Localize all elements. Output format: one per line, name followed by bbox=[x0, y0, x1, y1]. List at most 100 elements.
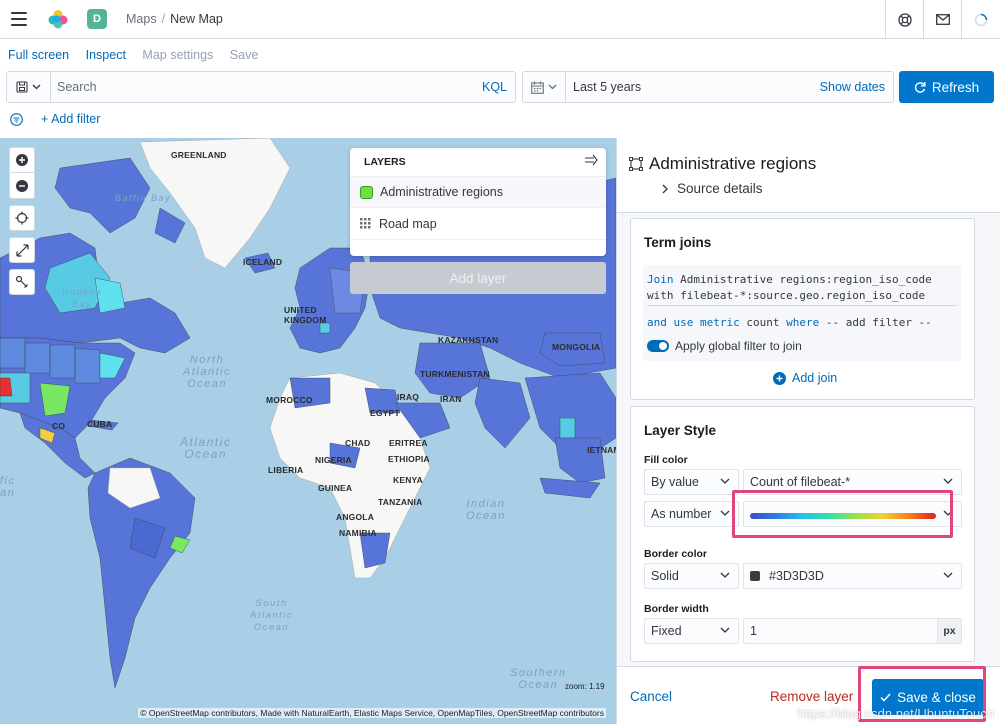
layer-item-road-map[interactable]: Road map bbox=[350, 208, 606, 240]
grid-icon bbox=[360, 218, 371, 229]
save-link[interactable]: Save bbox=[229, 48, 259, 62]
with-keyword: with bbox=[647, 289, 674, 302]
breadcrumb-maps[interactable]: Maps bbox=[126, 12, 157, 26]
help-button[interactable] bbox=[885, 0, 923, 39]
elastic-logo-icon[interactable] bbox=[48, 9, 68, 29]
full-screen-link[interactable]: Full screen bbox=[8, 48, 70, 62]
draw-tools-button[interactable] bbox=[9, 269, 35, 295]
label-iraq: IRAQ bbox=[397, 392, 420, 402]
mail-icon bbox=[935, 14, 950, 25]
border-color-label: Border color bbox=[644, 548, 708, 560]
metric-value[interactable]: count bbox=[746, 316, 780, 329]
fill-as-select[interactable]: As number bbox=[644, 501, 739, 527]
border-color-picker[interactable]: #3D3D3D bbox=[743, 563, 962, 589]
apply-global-filter-switch[interactable] bbox=[647, 340, 669, 352]
add-layer-button[interactable]: Add layer bbox=[350, 262, 606, 294]
app-header: D Maps / New Map bbox=[0, 0, 1000, 39]
fill-mode-select[interactable]: By value bbox=[644, 469, 739, 495]
chevron-down-icon bbox=[548, 84, 557, 90]
wrench-icon bbox=[15, 275, 28, 288]
layers-panel: LAYERS Administrative regions Road map bbox=[350, 148, 606, 256]
layer-item-administrative-regions[interactable]: Administrative regions bbox=[350, 176, 606, 208]
refresh-label: Refresh bbox=[931, 79, 980, 95]
chevron-right-icon[interactable] bbox=[662, 184, 669, 194]
label-kazakhstan: KAZAKHSTAN bbox=[438, 335, 499, 345]
layer-style-card: Layer Style Fill color By value Count of… bbox=[630, 406, 975, 662]
details-title: Administrative regions bbox=[649, 154, 817, 173]
border-width-value: 1 bbox=[750, 624, 757, 638]
map-settings-link[interactable]: Map settings bbox=[142, 48, 214, 62]
chevron-down-icon bbox=[720, 478, 730, 484]
save-close-button[interactable]: Save & close bbox=[872, 679, 984, 715]
label-angola: ANGOLA bbox=[336, 512, 375, 522]
width-mode-select[interactable]: Fixed bbox=[644, 618, 739, 644]
layer-label: Road map bbox=[379, 216, 437, 231]
quick-select-button[interactable] bbox=[523, 72, 566, 102]
saved-query-button[interactable] bbox=[7, 72, 51, 102]
search-input[interactable]: Search bbox=[57, 80, 97, 94]
label-guinea: GUINEA bbox=[318, 483, 353, 493]
source-details-toggle[interactable]: Source details bbox=[677, 181, 763, 196]
date-picker: Last 5 years Show dates bbox=[522, 71, 894, 103]
chevron-down-icon bbox=[720, 627, 730, 633]
zoom-in-button[interactable] bbox=[10, 148, 34, 173]
newsfeed-button[interactable] bbox=[923, 0, 961, 39]
join-expression[interactable]: Join Administrative regions:region_iso_c… bbox=[643, 265, 961, 361]
chevron-down-icon bbox=[943, 572, 953, 578]
save-close-label: Save & close bbox=[897, 689, 976, 705]
label-south-atlantic: South Atlantic Ocean bbox=[250, 598, 294, 633]
set-view-button[interactable] bbox=[9, 205, 35, 231]
top-nav-menu: Full screen Inspect Map settings Save bbox=[8, 48, 271, 62]
expand-icon bbox=[15, 243, 29, 257]
apply-global-filter-label: Apply global filter to join bbox=[675, 339, 802, 353]
border-width-input[interactable]: 1 px bbox=[743, 618, 962, 644]
label-tanzania: TANZANIA bbox=[378, 497, 423, 507]
layer-details-panel: Administrative regions Source details Te… bbox=[616, 138, 1000, 724]
inspect-link[interactable]: Inspect bbox=[85, 48, 126, 62]
add-filter-link[interactable]: + Add filter bbox=[41, 112, 101, 126]
plus-circle-icon bbox=[16, 154, 28, 166]
menu-icon[interactable] bbox=[11, 12, 27, 26]
label-nigeria: NIGERIA bbox=[315, 455, 352, 465]
zoom-out-button[interactable] bbox=[10, 173, 34, 198]
time-range-label[interactable]: Last 5 years bbox=[573, 80, 642, 94]
label-ethiopia: ETHIOPIA bbox=[388, 454, 430, 464]
label-mongolia: MONGOLIA bbox=[552, 342, 601, 352]
cancel-button[interactable]: Cancel bbox=[630, 689, 673, 704]
border-mode-select[interactable]: Solid bbox=[644, 563, 739, 589]
label-greenland: GREENLAND bbox=[171, 150, 227, 160]
label-namibia: NAMIBIA bbox=[339, 528, 377, 538]
save-icon bbox=[16, 81, 28, 93]
fill-color-label: Fill color bbox=[644, 454, 688, 466]
add-join-button[interactable]: Add join bbox=[773, 371, 837, 385]
vector-layer-icon bbox=[629, 157, 643, 171]
label-atlantic-ocean: Atlantic Ocean bbox=[180, 435, 232, 461]
show-dates-link[interactable]: Show dates bbox=[819, 80, 885, 94]
filter-icon[interactable] bbox=[10, 112, 23, 126]
map-attribution: © OpenStreetMap contributors, Made with … bbox=[138, 708, 606, 718]
filter-row: + Add filter bbox=[10, 112, 100, 126]
color-ramp-select[interactable] bbox=[743, 501, 962, 527]
collapse-panel-icon[interactable] bbox=[584, 154, 598, 166]
term-joins-title: Term joins bbox=[644, 235, 712, 250]
label-iran: IRAN bbox=[440, 394, 462, 404]
join-right-field[interactable]: filebeat-*:source.geo.region_iso_code bbox=[680, 289, 926, 302]
breadcrumb: Maps / New Map bbox=[126, 12, 223, 26]
refresh-button[interactable]: Refresh bbox=[899, 71, 994, 103]
calendar-icon bbox=[531, 81, 544, 94]
remove-layer-button[interactable]: Remove layer bbox=[770, 689, 854, 704]
label-vietnam: IETNAM bbox=[587, 445, 616, 455]
layer-label: Administrative regions bbox=[380, 185, 503, 199]
border-mode-value: Solid bbox=[651, 569, 679, 583]
kql-toggle[interactable]: KQL bbox=[481, 80, 507, 94]
where-keyword: where bbox=[786, 316, 820, 329]
fit-to-data-button[interactable] bbox=[9, 237, 35, 263]
join-left-field[interactable]: Administrative regions:region_iso_code bbox=[680, 273, 932, 286]
layers-title: LAYERS bbox=[364, 156, 406, 168]
border-width-label: Border width bbox=[644, 603, 709, 615]
border-color-value: #3D3D3D bbox=[769, 569, 824, 583]
space-avatar[interactable]: D bbox=[87, 9, 107, 29]
where-filter[interactable]: -- add filter -- bbox=[825, 316, 932, 329]
query-bar: Search KQL bbox=[6, 71, 516, 103]
label-kenya: KENYA bbox=[393, 475, 423, 485]
